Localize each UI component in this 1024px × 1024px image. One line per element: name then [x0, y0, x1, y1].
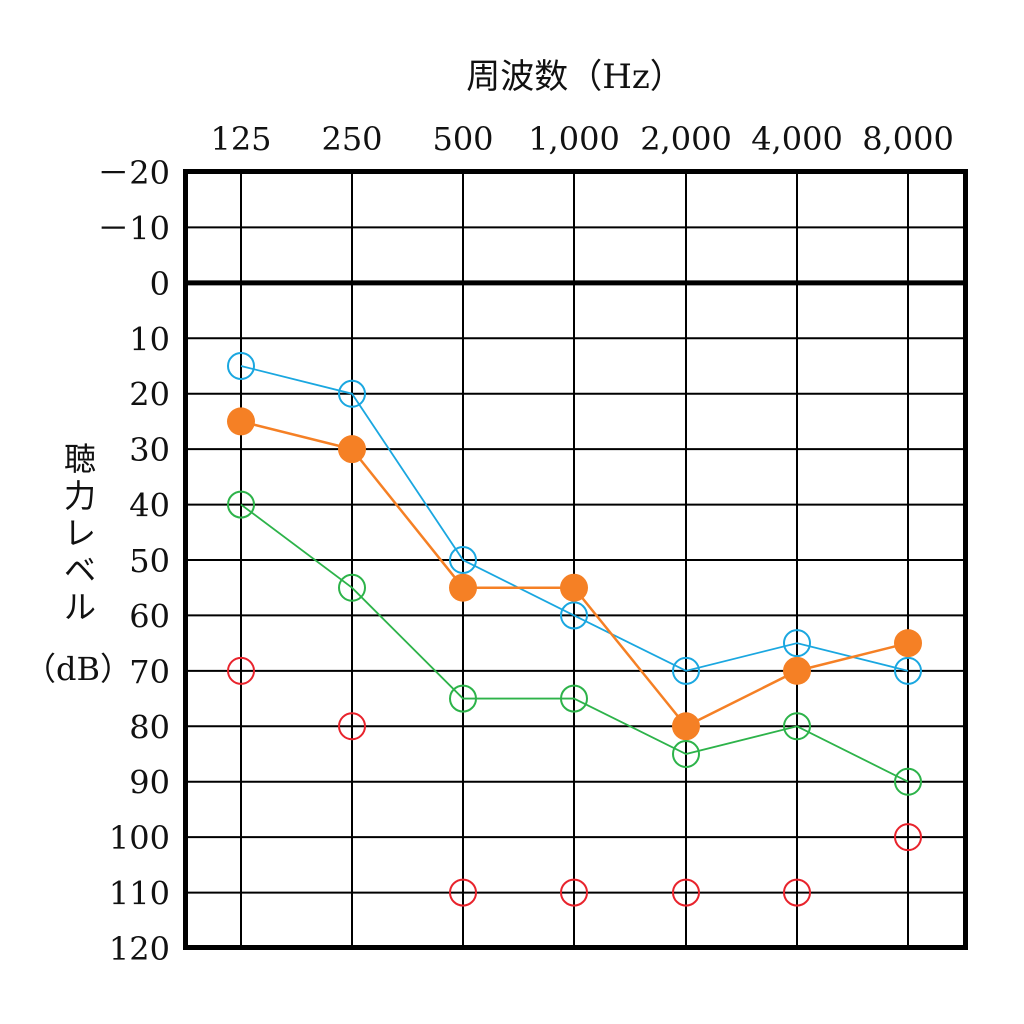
- data-point: [560, 601, 588, 630]
- data-point: [783, 878, 811, 907]
- data-point: [338, 573, 366, 602]
- y-tick-label: 40: [129, 487, 170, 525]
- y-axis-title-char: 力: [64, 477, 96, 515]
- series-green: [227, 490, 922, 796]
- x-tick-labels: 125 250 500 1,000 2,000 4,000 8,000: [210, 120, 953, 158]
- series-line: [240, 365, 909, 672]
- y-tick-label: －10: [97, 209, 170, 247]
- data-point: [783, 712, 811, 741]
- data-point: [449, 684, 477, 713]
- y-tick-labels: －20 －10 0 10 20 30 40 50 60 70 80 90 100 110 120: [97, 154, 170, 968]
- y-tick-label: 120: [109, 930, 170, 968]
- y-axis-title-char: ベ: [64, 551, 96, 589]
- y-tick-label: 110: [109, 875, 170, 913]
- series-red: [227, 656, 922, 907]
- y-axis-title-char: レ: [64, 514, 96, 552]
- data-point: [227, 490, 255, 519]
- y-axis-title-char: ル: [64, 588, 96, 626]
- data-point: [672, 878, 700, 907]
- y-axis-unit: （dB）: [24, 650, 132, 688]
- data-point: [338, 435, 366, 464]
- y-tick-label: 100: [109, 819, 170, 857]
- data-point: [783, 629, 811, 658]
- y-tick-label: 70: [129, 653, 170, 691]
- x-tick-label: 125: [210, 120, 271, 158]
- y-tick-label: 90: [129, 764, 170, 802]
- data-point: [449, 546, 477, 574]
- data-point: [672, 740, 700, 768]
- series-blue: [227, 352, 922, 685]
- x-tick-label: 250: [321, 120, 382, 158]
- data-point: [894, 823, 922, 852]
- data-point: [227, 407, 255, 436]
- y-axis-title-char: 聴: [64, 440, 96, 478]
- data-point: [560, 878, 588, 907]
- data-point: [338, 712, 366, 741]
- data-point: [227, 352, 255, 380]
- y-tick-label: 60: [129, 597, 170, 635]
- data-point: [449, 573, 477, 602]
- data-point: [894, 767, 922, 796]
- series-line: [240, 503, 909, 783]
- data-point: [672, 656, 700, 685]
- x-tick-label: 500: [432, 120, 493, 158]
- plot-frame: [183, 169, 968, 950]
- data-series: [227, 352, 922, 907]
- x-tick-label: 8,000: [862, 120, 954, 158]
- data-point: [672, 712, 700, 741]
- x-tick-label: 2,000: [640, 120, 732, 158]
- x-tick-label: 1,000: [528, 120, 620, 158]
- data-point: [338, 379, 366, 408]
- data-point: [560, 573, 588, 602]
- y-tick-label: 20: [129, 376, 170, 414]
- series-orange: [227, 407, 922, 741]
- y-tick-label: 30: [129, 431, 170, 469]
- data-point: [783, 656, 811, 685]
- grid: [186, 171, 965, 949]
- x-tick-label: 4,000: [751, 120, 843, 158]
- data-point: [894, 629, 922, 658]
- y-tick-label: 80: [129, 708, 170, 746]
- x-axis-title: 周波数（Hz）: [466, 57, 684, 97]
- data-point: [894, 656, 922, 685]
- data-point: [560, 684, 588, 713]
- y-tick-label: 0: [150, 265, 170, 303]
- y-tick-label: 10: [129, 320, 170, 358]
- y-tick-label: －20: [97, 154, 170, 192]
- y-tick-label: 50: [129, 542, 170, 580]
- data-point: [449, 878, 477, 907]
- data-point: [227, 656, 255, 685]
